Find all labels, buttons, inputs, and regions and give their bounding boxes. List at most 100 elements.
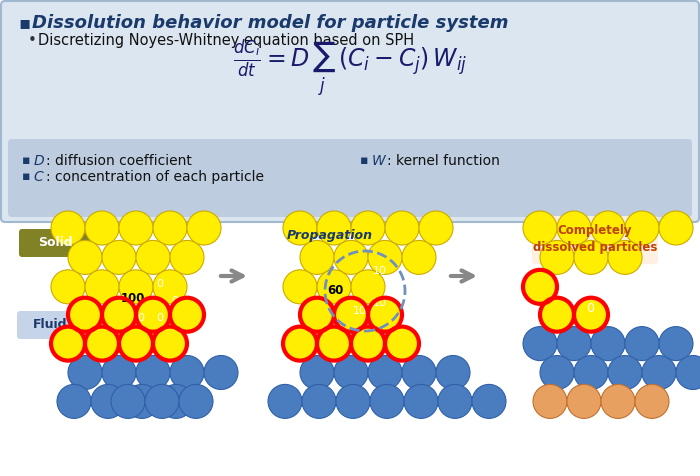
Circle shape (608, 356, 642, 389)
Circle shape (111, 385, 145, 418)
Circle shape (659, 327, 693, 361)
Circle shape (119, 211, 153, 245)
Circle shape (334, 356, 368, 389)
Circle shape (125, 385, 159, 418)
FancyBboxPatch shape (19, 229, 90, 257)
Circle shape (368, 240, 402, 274)
Text: $\mathit{C}$: $\mathit{C}$ (33, 170, 45, 184)
Circle shape (540, 240, 574, 274)
Circle shape (119, 327, 153, 361)
Circle shape (179, 385, 213, 418)
Circle shape (300, 356, 334, 389)
Circle shape (567, 385, 601, 418)
Circle shape (608, 240, 642, 274)
Circle shape (336, 385, 370, 418)
Text: •: • (28, 33, 37, 48)
Circle shape (159, 385, 193, 418)
Text: 10: 10 (373, 266, 387, 276)
Circle shape (334, 240, 368, 274)
Circle shape (601, 385, 635, 418)
Text: $\mathit{D}$: $\mathit{D}$ (33, 154, 45, 168)
Circle shape (85, 327, 119, 361)
Circle shape (368, 356, 402, 389)
Circle shape (368, 298, 402, 332)
Circle shape (85, 211, 119, 245)
Circle shape (170, 298, 204, 332)
Circle shape (419, 211, 453, 245)
Circle shape (204, 356, 238, 389)
Circle shape (385, 327, 419, 361)
Circle shape (317, 327, 351, 361)
Circle shape (283, 270, 317, 304)
Text: Propagation: Propagation (287, 229, 373, 242)
Text: ▪: ▪ (22, 170, 31, 183)
Circle shape (91, 385, 125, 418)
Text: $\mathit{W}$: $\mathit{W}$ (371, 154, 387, 168)
Circle shape (283, 211, 317, 245)
Circle shape (523, 270, 557, 304)
Circle shape (557, 211, 591, 245)
Text: Fluid: Fluid (33, 318, 67, 331)
Circle shape (136, 356, 170, 389)
Text: : concentration of each particle: : concentration of each particle (46, 170, 264, 184)
Circle shape (533, 385, 567, 418)
Circle shape (136, 298, 170, 332)
Circle shape (85, 270, 119, 304)
Circle shape (283, 327, 317, 361)
Circle shape (642, 356, 676, 389)
Circle shape (523, 211, 557, 245)
FancyBboxPatch shape (8, 139, 692, 217)
Text: 10: 10 (353, 306, 367, 316)
Circle shape (574, 240, 608, 274)
Circle shape (51, 270, 85, 304)
Circle shape (187, 211, 221, 245)
Circle shape (574, 298, 608, 332)
Text: ▪: ▪ (22, 154, 31, 167)
Text: Solid: Solid (38, 237, 72, 249)
Circle shape (523, 327, 557, 361)
Text: 0: 0 (157, 279, 164, 289)
Text: 10: 10 (388, 281, 402, 291)
FancyBboxPatch shape (17, 311, 83, 339)
Circle shape (102, 240, 136, 274)
Circle shape (170, 356, 204, 389)
Circle shape (676, 356, 700, 389)
Text: 10: 10 (373, 298, 387, 308)
Circle shape (472, 385, 506, 418)
FancyBboxPatch shape (532, 216, 658, 264)
Circle shape (302, 385, 336, 418)
Circle shape (591, 211, 625, 245)
Text: $\frac{dC_i}{dt} = D\,\sum_j\,(C_i - C_j)\,W_{ij}$: $\frac{dC_i}{dt} = D\,\sum_j\,(C_i - C_j… (233, 37, 467, 99)
Circle shape (574, 356, 608, 389)
Circle shape (402, 240, 436, 274)
Circle shape (300, 240, 334, 274)
Text: 60: 60 (327, 285, 343, 298)
Circle shape (557, 327, 591, 361)
Circle shape (153, 270, 187, 304)
Text: 0: 0 (137, 313, 144, 323)
Circle shape (625, 211, 659, 245)
Circle shape (540, 356, 574, 389)
Circle shape (540, 298, 574, 332)
Circle shape (170, 240, 204, 274)
Text: 100: 100 (121, 291, 145, 305)
Circle shape (351, 270, 385, 304)
Circle shape (136, 240, 170, 274)
Circle shape (68, 356, 102, 389)
Circle shape (102, 356, 136, 389)
Circle shape (119, 270, 153, 304)
Circle shape (351, 327, 385, 361)
Circle shape (659, 211, 693, 245)
Circle shape (625, 327, 659, 361)
Text: : diffusion coefficient: : diffusion coefficient (46, 154, 192, 168)
Circle shape (591, 327, 625, 361)
Circle shape (57, 385, 91, 418)
Text: : kernel function: : kernel function (387, 154, 500, 168)
Text: ▪: ▪ (18, 14, 30, 32)
Text: Completely
dissolved particles: Completely dissolved particles (533, 224, 657, 254)
Circle shape (300, 298, 334, 332)
Circle shape (385, 211, 419, 245)
Circle shape (436, 356, 470, 389)
Circle shape (68, 240, 102, 274)
Text: ▪: ▪ (360, 154, 368, 167)
